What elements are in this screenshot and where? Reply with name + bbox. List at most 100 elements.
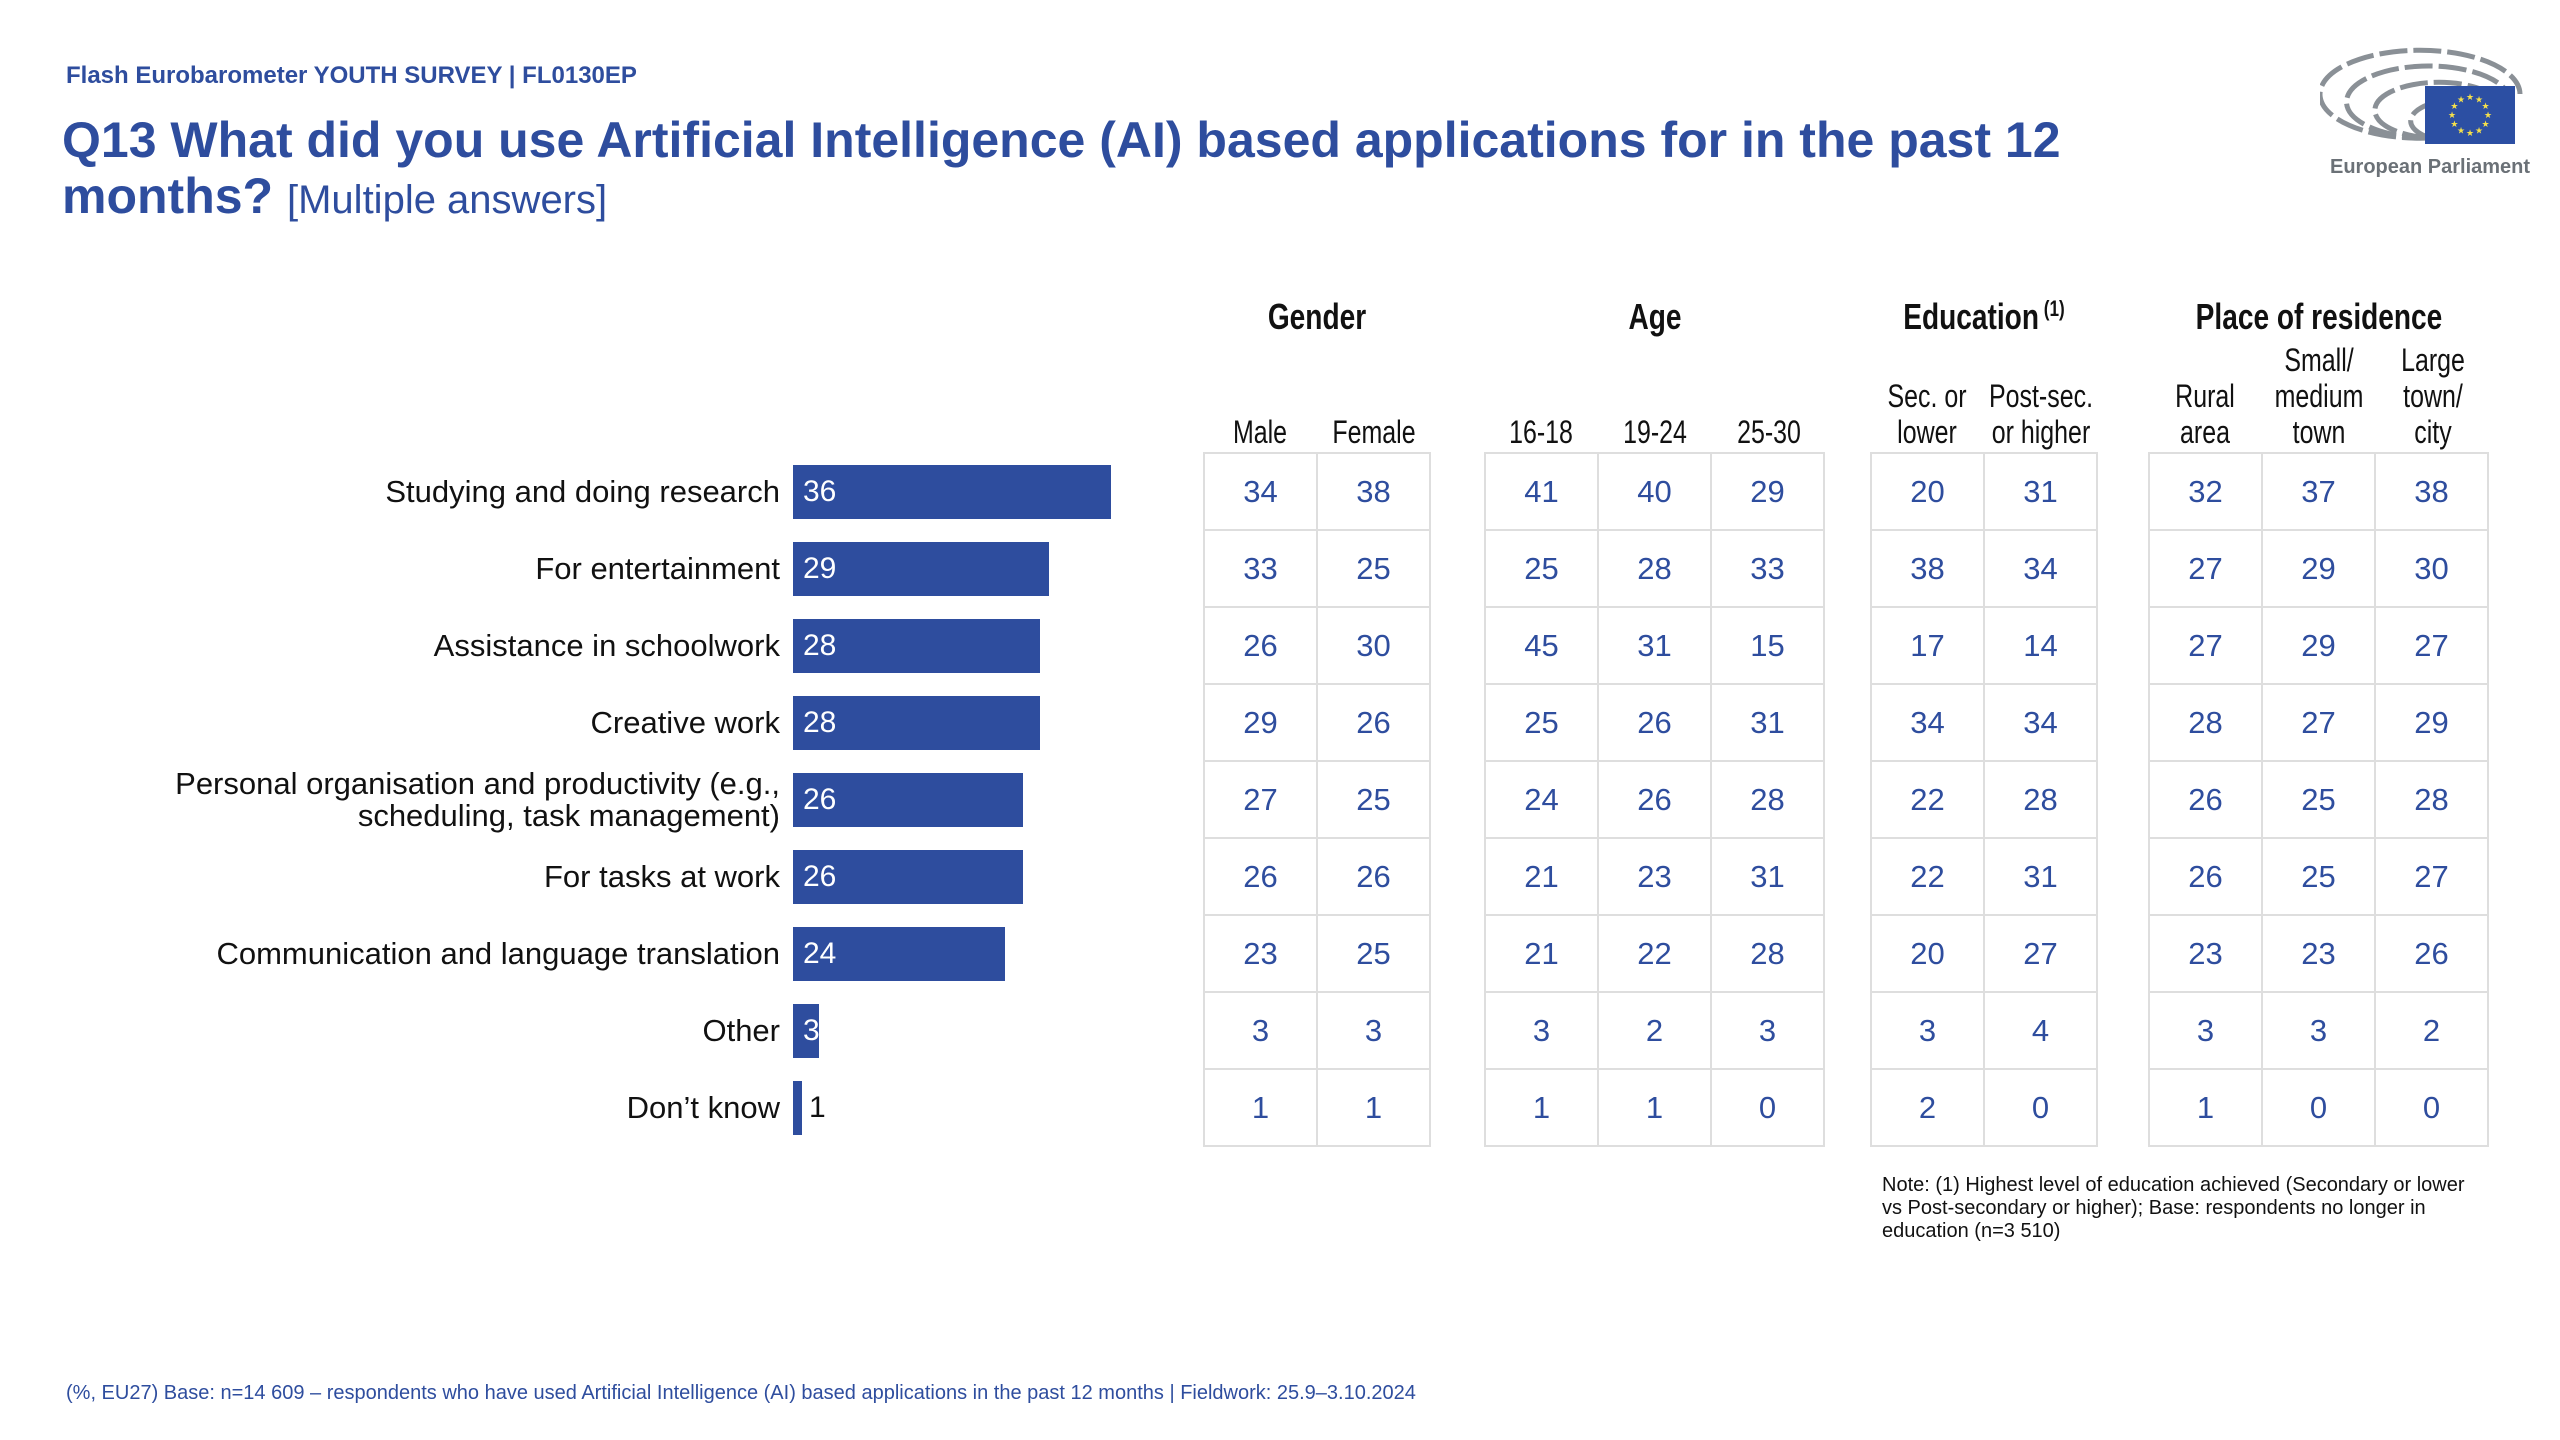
table-row: 27 29 30 bbox=[2148, 529, 2489, 608]
table-row: 23 25 bbox=[1203, 914, 1431, 993]
group-title: Age bbox=[1490, 296, 1819, 338]
table-cell: 41 bbox=[1484, 452, 1599, 531]
table-cell: 0 bbox=[2261, 1068, 2376, 1147]
bar bbox=[793, 618, 1041, 673]
breakdown-table: 41 40 29 25 28 33 45 31 15 25 26 31 24 26 28 21 23 31 21 22… bbox=[1484, 452, 1825, 1147]
table-cell: 26 bbox=[1203, 837, 1318, 916]
table-cell: 38 bbox=[2374, 452, 2489, 531]
table-cell: 26 bbox=[2148, 837, 2263, 916]
bar bbox=[793, 850, 1023, 905]
table-cell: 28 bbox=[1710, 760, 1825, 839]
table-cell: 27 bbox=[1203, 760, 1318, 839]
table-cell: 28 bbox=[2374, 760, 2489, 839]
eu-star-icon: ★ bbox=[2475, 126, 2483, 136]
eu-star-icon: ★ bbox=[2450, 101, 2458, 111]
table-cell: 27 bbox=[2148, 529, 2263, 608]
eu-star-icon: ★ bbox=[2484, 110, 2492, 120]
column-header: Large town/city bbox=[2401, 342, 2465, 450]
column-header: 16-18 bbox=[1509, 414, 1573, 450]
table-cell: 29 bbox=[2261, 529, 2376, 608]
bar-value-label: 24 bbox=[803, 937, 837, 971]
table-cell: 17 bbox=[1870, 606, 1985, 685]
table-cell: 29 bbox=[1710, 452, 1825, 531]
bar-value-label: 26 bbox=[803, 782, 837, 816]
table-cell: 0 bbox=[2374, 1068, 2489, 1147]
table-cell: 24 bbox=[1484, 760, 1599, 839]
bar bbox=[793, 927, 1005, 982]
table-cell: 0 bbox=[1983, 1068, 2098, 1147]
bar-value-label: 3 bbox=[803, 1014, 820, 1048]
table-cell: 45 bbox=[1484, 606, 1599, 685]
bar bbox=[793, 541, 1050, 596]
table-cell: 1 bbox=[1203, 1068, 1318, 1147]
footnote: Note: (1) Highest level of education ach… bbox=[1882, 1174, 2465, 1242]
eu-star-icon: ★ bbox=[2457, 126, 2465, 136]
column-header: Sec. or lower bbox=[1887, 378, 1967, 450]
eu-star-icon: ★ bbox=[2466, 92, 2474, 102]
table-row: 29 26 bbox=[1203, 683, 1431, 762]
table-cell: 28 bbox=[1597, 529, 1712, 608]
table-cell: 27 bbox=[2261, 683, 2376, 762]
table-row: 45 31 15 bbox=[1484, 606, 1825, 685]
eu-star-icon: ★ bbox=[2450, 119, 2458, 129]
table-row: 26 26 bbox=[1203, 837, 1431, 916]
column-header: 19-24 bbox=[1623, 414, 1687, 450]
table-cell: 1 bbox=[2148, 1068, 2263, 1147]
survey-kicker: Flash Eurobarometer YOUTH SURVEY | FL013… bbox=[66, 62, 637, 89]
group-title-text: Education bbox=[1903, 296, 2039, 337]
table-row: 22 31 bbox=[1870, 837, 2098, 916]
logo-text: European Parliament bbox=[2330, 156, 2531, 178]
column-header: Male bbox=[1232, 414, 1288, 450]
breakdown-table: 34 38 33 25 26 30 29 26 27 25 26 26 23 25 3 3 1 1 bbox=[1203, 452, 1431, 1147]
table-row: 26 25 27 bbox=[2148, 837, 2489, 916]
table-cell: 20 bbox=[1870, 452, 1985, 531]
category-label: Other bbox=[702, 1013, 780, 1049]
category-label: Personal organisation and productivity (… bbox=[175, 765, 780, 833]
table-row: 34 38 bbox=[1203, 452, 1431, 531]
table-row: 41 40 29 bbox=[1484, 452, 1825, 531]
table-cell: 25 bbox=[2261, 760, 2376, 839]
table-cell: 34 bbox=[1870, 683, 1985, 762]
bar bbox=[793, 772, 1023, 827]
table-row: 23 23 26 bbox=[2148, 914, 2489, 993]
table-row: 22 28 bbox=[1870, 760, 2098, 839]
bar-value-label: 26 bbox=[803, 860, 837, 894]
group-title: Gender bbox=[1197, 296, 1437, 338]
table-cell: 34 bbox=[1983, 683, 2098, 762]
table-cell: 26 bbox=[2148, 760, 2263, 839]
bar bbox=[793, 464, 1111, 519]
table-cell: 26 bbox=[1316, 837, 1431, 916]
table-cell: 29 bbox=[2374, 683, 2489, 762]
table-cell: 29 bbox=[2261, 606, 2376, 685]
table-cell: 32 bbox=[2148, 452, 2263, 531]
category-label: Assistance in schoolwork bbox=[433, 627, 780, 663]
table-cell: 2 bbox=[1870, 1068, 1985, 1147]
table-cell: 28 bbox=[1983, 760, 2098, 839]
breakdown-table: 32 37 38 27 29 30 27 29 27 28 27 29 26 25 28 26 25 27 23 23… bbox=[2148, 452, 2489, 1147]
table-cell: 3 bbox=[1710, 991, 1825, 1070]
category-label: Don’t know bbox=[626, 1090, 780, 1126]
table-cell: 30 bbox=[1316, 606, 1431, 685]
bar bbox=[793, 695, 1041, 750]
page-title: Q13 What did you use Artificial Intellig… bbox=[62, 112, 2212, 228]
table-cell: 14 bbox=[1983, 606, 2098, 685]
table-cell: 25 bbox=[1316, 529, 1431, 608]
eu-star-icon: ★ bbox=[2466, 128, 2474, 138]
table-cell: 3 bbox=[2261, 991, 2376, 1070]
table-cell: 26 bbox=[1316, 683, 1431, 762]
table-cell: 27 bbox=[2374, 837, 2489, 916]
column-header: 25-30 bbox=[1737, 414, 1801, 450]
table-row: 20 27 bbox=[1870, 914, 2098, 993]
table-cell: 34 bbox=[1203, 452, 1318, 531]
table-cell: 22 bbox=[1870, 760, 1985, 839]
table-cell: 15 bbox=[1710, 606, 1825, 685]
table-cell: 27 bbox=[1983, 914, 2098, 993]
table-cell: 37 bbox=[2261, 452, 2376, 531]
bar bbox=[793, 1004, 820, 1059]
table-row: 25 28 33 bbox=[1484, 529, 1825, 608]
bar-value-label: 28 bbox=[803, 628, 837, 662]
